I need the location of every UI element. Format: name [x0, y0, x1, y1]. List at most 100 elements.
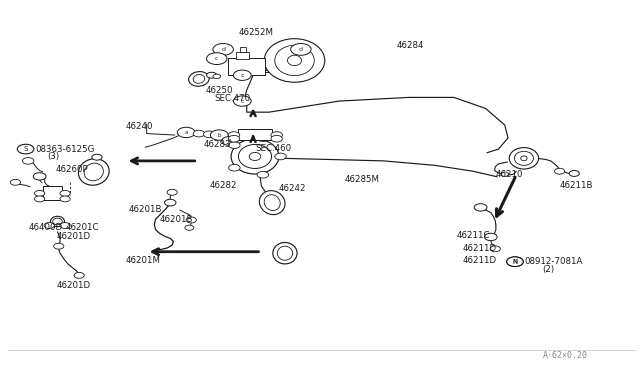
Bar [228, 58, 264, 75]
Circle shape [234, 70, 251, 80]
Circle shape [228, 132, 240, 138]
Text: 46201M: 46201M [125, 256, 161, 265]
Bar [239, 129, 271, 140]
Text: 46211C: 46211C [457, 231, 490, 240]
Ellipse shape [239, 144, 271, 169]
Ellipse shape [189, 71, 209, 86]
Text: 46211D: 46211D [462, 256, 496, 265]
Circle shape [60, 196, 70, 202]
Ellipse shape [277, 246, 292, 260]
Ellipse shape [259, 190, 285, 215]
Text: 46201D: 46201D [57, 232, 91, 241]
Text: 46201B: 46201B [129, 205, 163, 215]
Text: c: c [241, 73, 244, 78]
Circle shape [204, 131, 215, 138]
Text: 46260P: 46260P [56, 165, 88, 174]
Text: SEC.470: SEC.470 [215, 94, 251, 103]
Circle shape [44, 222, 54, 228]
Text: 46282: 46282 [209, 181, 237, 190]
Ellipse shape [249, 153, 260, 161]
Text: 46242: 46242 [278, 185, 306, 193]
Text: 46283: 46283 [204, 140, 232, 149]
Circle shape [228, 135, 240, 142]
Ellipse shape [231, 139, 279, 174]
Text: b: b [218, 132, 221, 138]
Text: 46240: 46240 [125, 122, 153, 131]
Circle shape [60, 190, 70, 196]
Text: 46211D: 46211D [462, 244, 496, 253]
Ellipse shape [264, 39, 324, 82]
Text: S: S [24, 146, 28, 152]
Ellipse shape [275, 45, 314, 76]
Circle shape [484, 233, 497, 241]
Circle shape [74, 272, 84, 278]
Circle shape [22, 158, 34, 164]
Ellipse shape [273, 243, 297, 264]
Text: 46400D: 46400D [28, 223, 62, 232]
Circle shape [507, 257, 524, 266]
Ellipse shape [84, 163, 104, 181]
Circle shape [60, 222, 70, 228]
Text: b: b [228, 138, 231, 144]
Circle shape [275, 153, 286, 160]
Circle shape [271, 132, 282, 138]
Circle shape [207, 53, 227, 64]
Circle shape [186, 217, 196, 223]
Text: N: N [513, 259, 518, 265]
Circle shape [193, 130, 205, 137]
Circle shape [164, 199, 176, 206]
Circle shape [271, 135, 282, 142]
Circle shape [207, 72, 217, 78]
Circle shape [33, 173, 46, 180]
Circle shape [10, 179, 20, 185]
Circle shape [507, 257, 524, 266]
Circle shape [474, 204, 487, 211]
Text: N: N [513, 259, 517, 264]
Circle shape [291, 44, 311, 55]
Text: (2): (2) [541, 264, 554, 273]
Text: 08363-6125G: 08363-6125G [36, 145, 95, 154]
Ellipse shape [79, 159, 109, 185]
Ellipse shape [515, 151, 534, 165]
Circle shape [35, 196, 45, 202]
Ellipse shape [193, 74, 205, 83]
Text: 46252M: 46252M [239, 28, 273, 37]
Circle shape [257, 171, 269, 178]
Circle shape [222, 137, 237, 145]
Circle shape [211, 130, 228, 140]
Circle shape [54, 243, 64, 249]
Text: 46250: 46250 [205, 86, 233, 94]
Circle shape [569, 170, 579, 176]
Bar [236, 52, 248, 59]
Circle shape [92, 154, 102, 160]
Text: 46210: 46210 [495, 170, 523, 179]
Ellipse shape [287, 55, 301, 65]
Text: c: c [215, 56, 218, 61]
Text: 46285M: 46285M [344, 175, 380, 184]
Ellipse shape [51, 216, 65, 227]
Circle shape [213, 74, 221, 78]
Text: SEC.460: SEC.460 [255, 144, 291, 153]
Ellipse shape [509, 148, 539, 169]
Circle shape [554, 168, 564, 174]
Text: 46201D: 46201D [57, 281, 91, 290]
Text: d: d [221, 47, 225, 52]
Text: c: c [241, 99, 244, 103]
Text: 46201C: 46201C [65, 223, 99, 232]
Circle shape [228, 142, 240, 148]
Text: (3): (3) [47, 152, 60, 161]
Circle shape [167, 189, 177, 195]
Bar [240, 47, 246, 52]
Circle shape [490, 246, 500, 252]
Circle shape [213, 44, 234, 55]
Text: A·62×0.20: A·62×0.20 [543, 350, 588, 360]
Circle shape [257, 135, 269, 141]
Text: 46284: 46284 [396, 41, 424, 50]
Circle shape [177, 127, 195, 138]
Ellipse shape [521, 156, 527, 161]
Bar [43, 186, 62, 200]
Circle shape [17, 144, 34, 154]
Text: 46201B: 46201B [159, 215, 193, 224]
Circle shape [234, 96, 251, 106]
Ellipse shape [264, 195, 280, 211]
